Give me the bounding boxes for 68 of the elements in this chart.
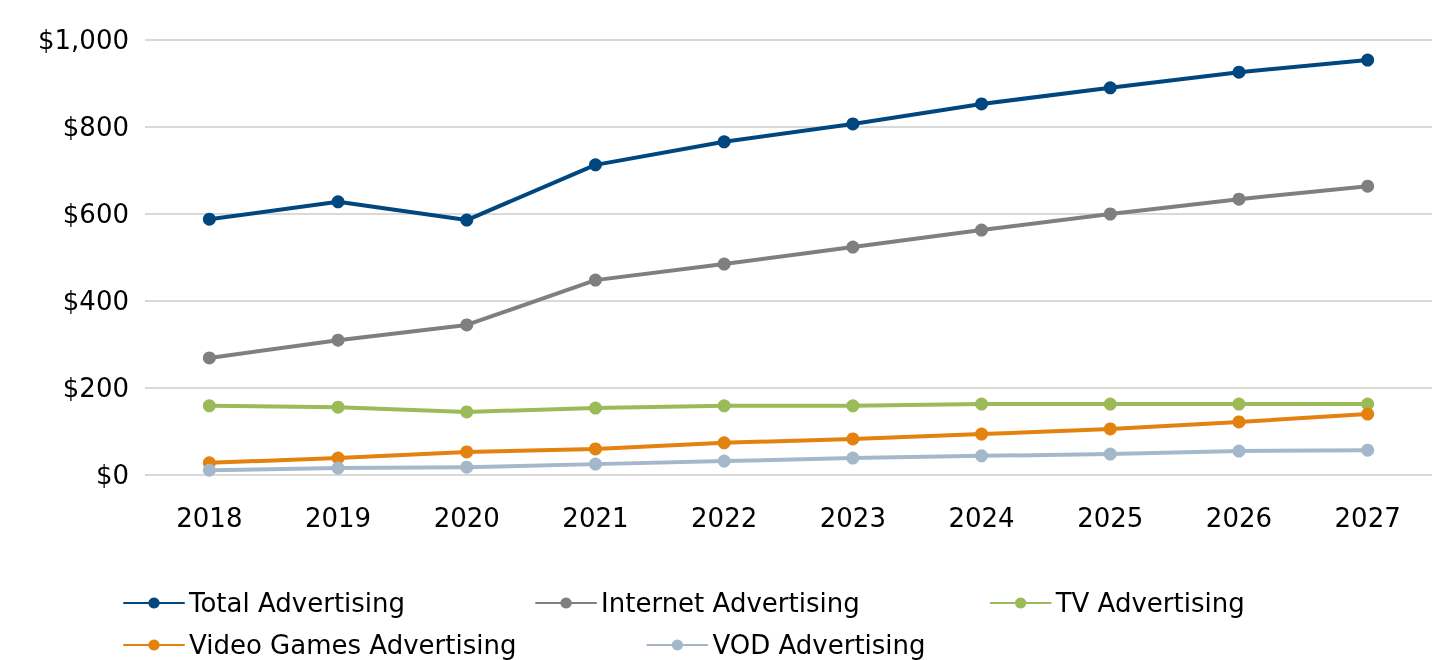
point <box>460 460 474 474</box>
point <box>1103 207 1117 221</box>
point <box>717 454 731 468</box>
point <box>588 457 602 471</box>
point <box>1232 65 1246 79</box>
y-tick-label: $0 <box>95 460 129 490</box>
y-tick-label: $800 <box>62 112 129 142</box>
y-tick-label: $200 <box>62 373 129 403</box>
y-tick-label: $400 <box>62 286 129 316</box>
x-tick-label: 2021 <box>562 503 629 533</box>
point <box>1103 397 1117 411</box>
point <box>588 273 602 287</box>
point <box>460 213 474 227</box>
point <box>1232 397 1246 411</box>
x-tick-label: 2023 <box>819 503 886 533</box>
y-tick-label: $1,000 <box>38 25 129 55</box>
point <box>1103 447 1117 461</box>
point <box>331 195 345 209</box>
point <box>1361 53 1375 67</box>
point <box>717 436 731 450</box>
point <box>846 399 860 413</box>
point <box>588 158 602 172</box>
point <box>202 399 216 413</box>
legend-label: Total Advertising <box>188 588 406 618</box>
legend-label: Internet Advertising <box>601 588 860 618</box>
x-tick-label: 2026 <box>1205 503 1273 533</box>
point <box>846 240 860 254</box>
point <box>1232 415 1246 429</box>
legend-label: TV Advertising <box>1054 588 1245 618</box>
x-tick-label: 2025 <box>1077 503 1144 533</box>
point <box>331 400 345 414</box>
point <box>202 463 216 477</box>
point <box>1361 407 1375 421</box>
point <box>460 318 474 332</box>
point <box>202 212 216 226</box>
point <box>202 351 216 365</box>
point <box>1232 444 1246 458</box>
x-tick-label: 2019 <box>304 503 372 533</box>
point <box>331 461 345 475</box>
point <box>975 223 989 237</box>
point <box>975 97 989 111</box>
point <box>1232 192 1246 206</box>
point <box>717 399 731 413</box>
point <box>846 451 860 465</box>
x-tick-label: 2027 <box>1334 503 1401 533</box>
point <box>975 427 989 441</box>
point <box>1103 81 1117 95</box>
point <box>975 397 989 411</box>
point <box>1361 443 1375 457</box>
point <box>975 449 989 463</box>
point <box>588 401 602 415</box>
legend-label: VOD Advertising <box>712 630 926 660</box>
y-tick-label: $600 <box>62 199 129 229</box>
point <box>846 117 860 131</box>
point <box>1361 179 1375 193</box>
point <box>1103 422 1117 436</box>
point <box>846 432 860 446</box>
point <box>717 135 731 149</box>
x-tick-label: 2022 <box>691 503 758 533</box>
legend-label: Video Games Advertising <box>189 630 517 660</box>
point <box>588 442 602 456</box>
point <box>717 257 731 271</box>
x-tick-label: 2024 <box>948 503 1015 533</box>
x-tick-label: 2020 <box>433 503 500 533</box>
point <box>331 333 345 347</box>
point <box>460 405 474 419</box>
x-tick-label: 2018 <box>176 503 243 533</box>
point <box>460 445 474 459</box>
